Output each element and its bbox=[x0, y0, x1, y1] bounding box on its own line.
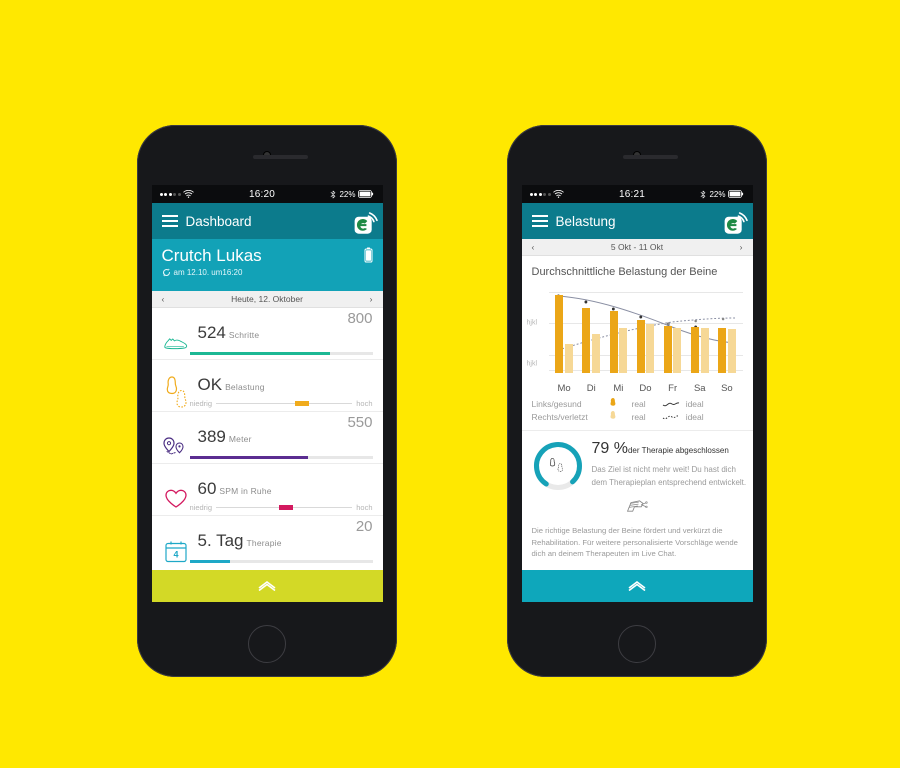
svg-text:4: 4 bbox=[173, 550, 178, 560]
